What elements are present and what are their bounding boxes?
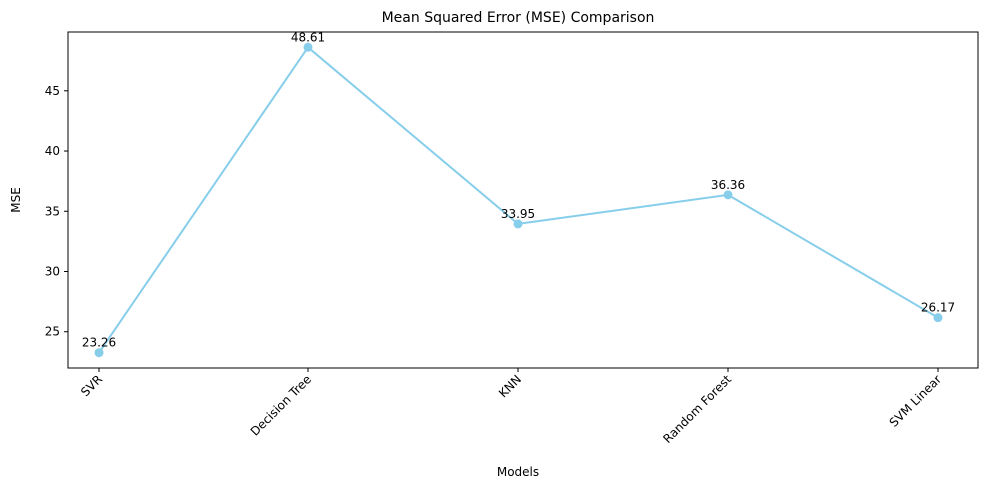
chart-title: Mean Squared Error (MSE) Comparison xyxy=(382,10,655,26)
y-tick-label: 25 xyxy=(45,325,60,339)
y-tick-label: 40 xyxy=(45,144,60,158)
data-point xyxy=(303,42,313,52)
data-label: 48.61 xyxy=(291,30,325,44)
data-label: 23.26 xyxy=(82,336,116,350)
data-point xyxy=(933,313,943,323)
x-tick-label: SVM Linear xyxy=(887,372,945,430)
x-tick-label: Random Forest xyxy=(660,372,734,446)
x-tick-label: SVR xyxy=(78,372,105,399)
series-line xyxy=(98,46,939,354)
y-tick-label: 30 xyxy=(45,265,60,279)
data-point xyxy=(513,219,523,229)
y-tick-label: 45 xyxy=(45,84,60,98)
x-tick-label: KNN xyxy=(496,372,524,400)
data-labels: 23.26 48.61 33.95 36.36 26.17 xyxy=(82,30,955,349)
x-axis: SVR Decision Tree KNN Random Forest SVM Line… xyxy=(78,368,944,446)
plot-area xyxy=(67,31,979,369)
x-axis-label: Models xyxy=(497,465,539,479)
data-point xyxy=(723,190,733,200)
data-label: 33.95 xyxy=(501,207,535,221)
y-axis: 25 30 35 40 45 xyxy=(45,84,68,339)
x-tick-label: Decision Tree xyxy=(248,372,314,438)
y-axis-label: MSE xyxy=(9,187,23,213)
data-label: 26.17 xyxy=(921,301,955,315)
series-points xyxy=(94,42,943,358)
y-tick-label: 35 xyxy=(45,204,60,218)
data-point xyxy=(94,348,104,358)
data-label: 36.36 xyxy=(711,178,745,192)
